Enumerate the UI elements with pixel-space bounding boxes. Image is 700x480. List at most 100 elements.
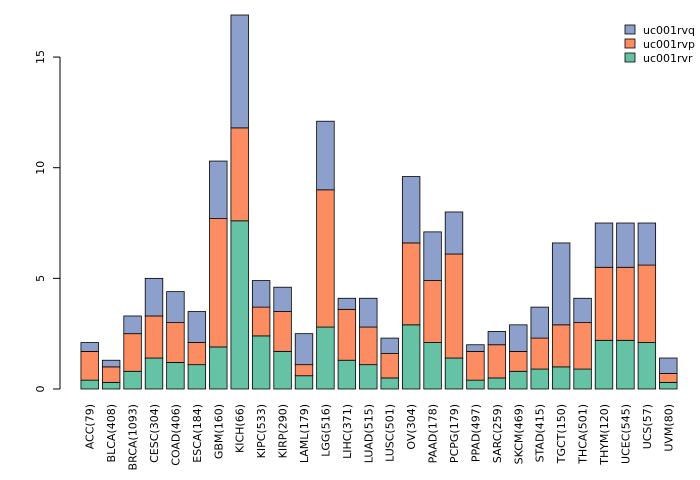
- bar-uc001rvq-15: [401, 176, 421, 244]
- bar-uc001rvp-1: [101, 366, 121, 383]
- x-tick-label: PAAD(178): [427, 404, 440, 463]
- bar-uc001rvq-1: [101, 359, 121, 368]
- bar-uc001rvq-6: [209, 160, 228, 219]
- bar-uc001rvq-19: [487, 331, 507, 346]
- bar-uc001rvr-13: [359, 364, 378, 390]
- bar-uc001rvr-0: [80, 379, 99, 390]
- bar-uc001rvp-21: [530, 337, 549, 370]
- bar-uc001rvr-27: [659, 381, 678, 390]
- x-tick-label: LAML(179): [298, 404, 311, 463]
- legend-label-uc001rvr: uc001rvr: [643, 52, 693, 65]
- y-tick-label: 0: [34, 386, 47, 393]
- x-tick-label: SARC(259): [491, 404, 504, 463]
- bar-uc001rvp-16: [423, 280, 442, 343]
- bar-uc001rvq-27: [659, 357, 678, 374]
- bar-uc001rvq-11: [316, 120, 335, 191]
- legend-swatch-uc001rvq: [624, 24, 636, 35]
- bar-uc001rvp-12: [337, 308, 357, 361]
- legend-swatch-uc001rvp: [624, 38, 636, 49]
- bar-uc001rvp-7: [230, 127, 249, 222]
- bar-uc001rvr-5: [187, 364, 207, 390]
- bar-uc001rvr-8: [251, 335, 271, 390]
- bar-uc001rvp-2: [123, 333, 142, 372]
- bar-uc001rvq-0: [80, 342, 99, 352]
- bar-uc001rvq-20: [509, 324, 528, 352]
- bar-uc001rvr-4: [166, 362, 185, 390]
- legend-label-uc001rvq: uc001rvq: [643, 24, 695, 37]
- bar-uc001rvq-14: [380, 337, 399, 354]
- bar-uc001rvp-13: [359, 326, 378, 366]
- bar-uc001rvr-22: [551, 366, 571, 390]
- bar-uc001rvq-2: [123, 315, 142, 335]
- bar-uc001rvp-22: [551, 324, 571, 368]
- bar-uc001rvp-18: [466, 350, 485, 381]
- bar-uc001rvq-26: [637, 222, 657, 266]
- bar-uc001rvp-25: [616, 266, 635, 341]
- bar-uc001rvr-18: [466, 379, 485, 390]
- bar-uc001rvq-7: [230, 14, 249, 129]
- bar-uc001rvr-1: [101, 381, 121, 390]
- bar-uc001rvr-7: [230, 220, 249, 390]
- x-tick-label: CESC(304): [148, 404, 161, 463]
- bar-uc001rvq-21: [530, 306, 549, 339]
- bar-uc001rvr-25: [616, 339, 635, 390]
- bar-uc001rvq-24: [594, 222, 614, 268]
- x-tick-label: UCEC(545): [619, 404, 632, 464]
- x-tick-label: GBM(160): [212, 404, 225, 459]
- bar-uc001rvp-17: [444, 253, 464, 359]
- x-tick-label: COAD(406): [169, 404, 182, 466]
- x-tick-label: THYM(120): [598, 404, 611, 466]
- bar-uc001rvq-22: [551, 242, 571, 326]
- bar-uc001rvr-2: [123, 370, 142, 390]
- bar-uc001rvp-10: [294, 364, 314, 377]
- x-tick-label: OV(304): [405, 404, 418, 450]
- bar-uc001rvq-25: [616, 222, 635, 268]
- y-tick-label: 5: [34, 275, 47, 282]
- y-axis: 0 5 10 15: [34, 50, 61, 393]
- bar-uc001rvp-26: [637, 264, 657, 343]
- bar-uc001rvp-9: [273, 311, 292, 352]
- x-tick-label: KIRP(290): [277, 404, 290, 458]
- x-tick-label: LIHC(371): [341, 404, 354, 459]
- bar-uc001rvp-14: [380, 353, 399, 379]
- bar-uc001rvr-24: [594, 339, 614, 390]
- x-axis-labels: ACC(79) BLCA(408) BRCA(1093) CESC(304) COAD(…: [84, 404, 676, 470]
- y-tick-label: 15: [34, 50, 47, 64]
- legend-label-uc001rvp: uc001rvp: [643, 38, 695, 51]
- bar-uc001rvq-18: [466, 344, 485, 352]
- bar-uc001rvp-3: [144, 315, 164, 359]
- x-tick-label: KICH(66): [234, 404, 247, 453]
- bar-uc001rvp-15: [401, 242, 421, 326]
- x-tick-label: TGCT(150): [555, 404, 568, 464]
- bar-uc001rvr-17: [444, 357, 464, 390]
- bar-uc001rvp-20: [509, 350, 528, 372]
- bars: [80, 14, 678, 390]
- bar-uc001rvp-11: [316, 189, 335, 328]
- bar-uc001rvr-14: [380, 377, 399, 390]
- bar-uc001rvr-11: [316, 326, 335, 390]
- x-tick-label: SKCM(469): [512, 404, 525, 464]
- bar-uc001rvp-23: [573, 322, 592, 370]
- bar-uc001rvr-19: [487, 377, 507, 390]
- bar-uc001rvq-10: [294, 333, 314, 366]
- bar-uc001rvp-8: [251, 306, 271, 337]
- bar-uc001rvq-3: [144, 277, 164, 317]
- x-tick-label: UVM(80): [662, 404, 675, 452]
- bar-uc001rvr-3: [144, 357, 164, 390]
- bar-uc001rvp-6: [209, 218, 228, 348]
- legend-swatch-uc001rvr: [624, 52, 636, 63]
- y-tick-label: 10: [34, 161, 47, 175]
- bar-uc001rvq-16: [423, 231, 442, 281]
- bar-uc001rvq-23: [573, 297, 592, 324]
- bar-uc001rvr-20: [509, 370, 528, 390]
- bar-uc001rvp-27: [659, 373, 678, 383]
- bar-uc001rvq-4: [166, 291, 185, 324]
- bar-uc001rvp-19: [487, 344, 507, 379]
- bar-uc001rvq-5: [187, 311, 207, 343]
- x-tick-label: LUAD(515): [362, 404, 375, 463]
- x-tick-label: ESCA(184): [191, 404, 204, 463]
- bar-uc001rvr-26: [637, 342, 657, 390]
- bar-uc001rvq-17: [444, 211, 464, 255]
- x-tick-label: BLCA(408): [105, 404, 118, 462]
- bar-uc001rvr-10: [294, 375, 314, 390]
